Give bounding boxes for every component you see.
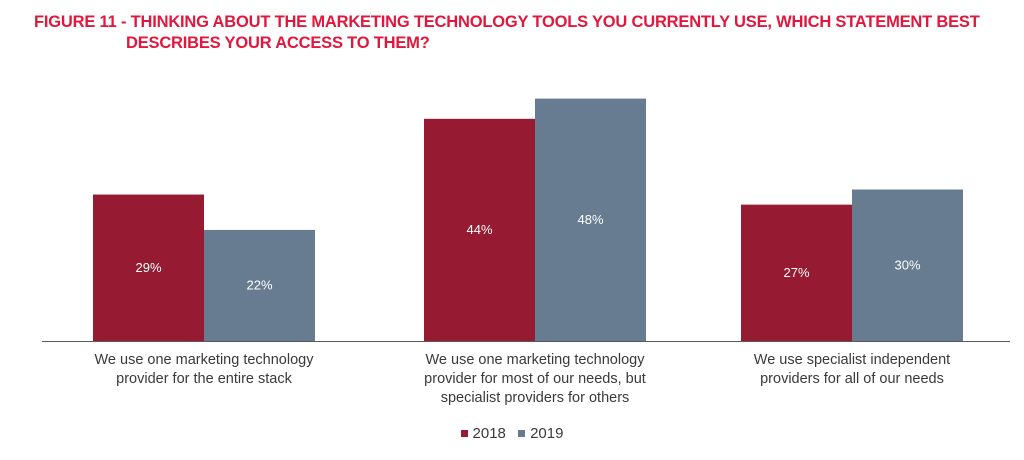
bar-2019-2 [852, 189, 963, 341]
bar-label-2019-1: 48% [577, 212, 603, 227]
bar-2019-0 [204, 229, 315, 341]
chart-title-line1: FIGURE 11 - THINKING ABOUT THE MARKETING… [34, 13, 980, 31]
chart-title: FIGURE 11 - THINKING ABOUT THE MARKETING… [34, 12, 994, 54]
category-label-line: We use one marketing technology [95, 352, 315, 368]
category-label-line: specialist providers for others [441, 390, 630, 406]
category-label-1: We use one marketing technology provider … [424, 352, 646, 406]
category-label-line: provider for most of our needs, but [424, 371, 646, 387]
legend-swatch-2019 [518, 429, 526, 437]
bar-label-2019-2: 30% [894, 257, 920, 272]
category-label-line: providers for all of our needs [760, 371, 944, 387]
category-label-line: We use one marketing technology [426, 352, 646, 368]
bar-2018-1 [424, 118, 535, 341]
category-label-line: We use specialist independent [754, 352, 950, 368]
legend-label-2019: 2019 [530, 425, 564, 442]
chart-legend: 2018 2019 [0, 425, 1024, 442]
legend-item-2018: 2018 [460, 425, 506, 442]
bar-2018-0 [93, 194, 204, 341]
legend-label-2018: 2018 [472, 425, 506, 442]
chart-title-line2: DESCRIBES YOUR ACCESS TO THEM? [126, 34, 430, 52]
bar-2018-2 [741, 204, 852, 341]
bar-label-2018-1: 44% [466, 222, 492, 237]
category-label-2: We use specialist independent providers f… [754, 352, 950, 387]
bar-chart: 29% 22% We use one marketing technology pro… [42, 98, 1010, 406]
bar-label-2019-0: 22% [246, 277, 272, 292]
bar-label-2018-2: 27% [783, 265, 809, 280]
bar-2019-1 [535, 98, 646, 341]
category-label-line: provider for the entire stack [116, 371, 292, 387]
bar-label-2018-0: 29% [135, 260, 161, 275]
legend-swatch-2018 [460, 429, 468, 437]
category-label-0: We use one marketing technology provider … [95, 352, 315, 387]
legend-item-2019: 2019 [518, 425, 563, 442]
